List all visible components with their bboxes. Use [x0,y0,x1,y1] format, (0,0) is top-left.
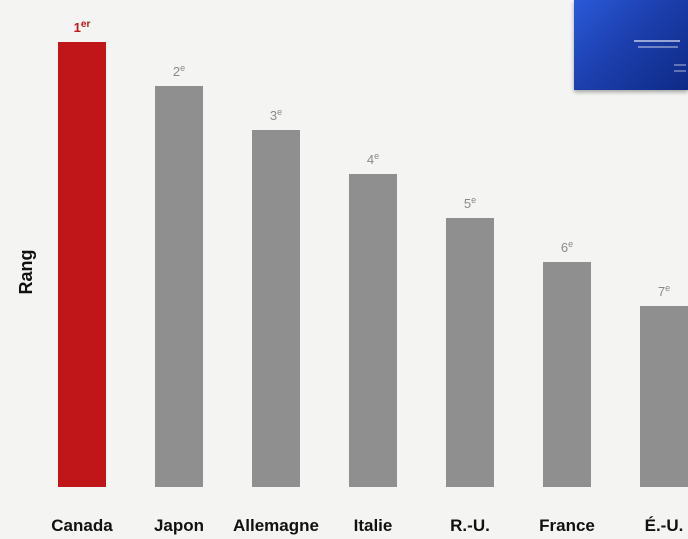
rank-label-r-u: 5e [464,195,476,211]
category-label-r-u: R.-U. [450,516,490,535]
category-label-allemagne: Allemagne [233,516,319,535]
bar-italie [349,174,397,487]
bar-r-u [446,218,494,487]
category-label-u: É.-U. [645,516,684,535]
bar-japon [155,86,203,487]
rank-label-italie: 4e [367,151,379,167]
category-label-france: France [539,516,595,535]
rank-label-japon: 2e [173,63,185,79]
bars-layer: 1er Canada 2e Japon 3e Allemagne 4e Italie 5e R.-… [51,19,688,535]
rank-label-canada: 1er [74,19,91,35]
y-axis-label: Rang [16,250,36,295]
bar-u [640,306,688,487]
rank-label-u: 7e [658,283,670,299]
category-label-italie: Italie [354,516,393,535]
bar-france [543,262,591,487]
category-label-japon: Japon [154,516,204,535]
bar-canada [58,42,106,487]
category-label-canada: Canada [51,516,113,535]
report-cover-thumbnail-icon [574,0,688,90]
bar-allemagne [252,130,300,487]
rank-label-allemagne: 3e [270,107,282,123]
rank-label-france: 6e [561,239,573,255]
